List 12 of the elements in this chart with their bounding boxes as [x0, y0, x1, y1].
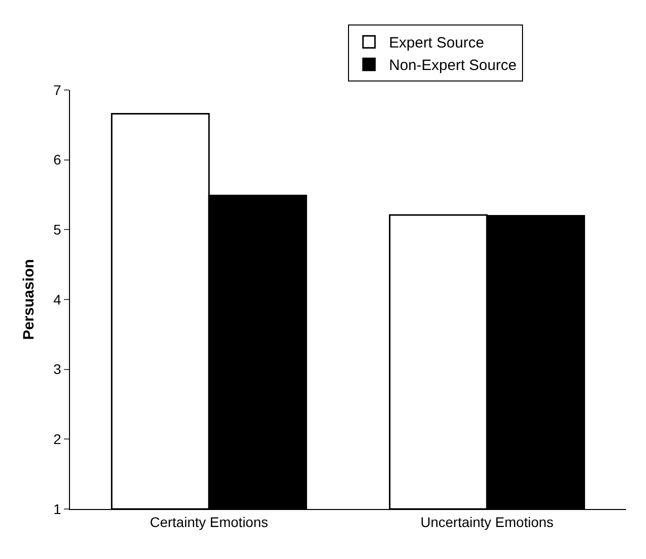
legend-label: Non-Expert Source: [389, 57, 517, 74]
y-tick-label: 5: [53, 222, 62, 238]
y-tick-label: 6: [53, 152, 62, 168]
y-tick-label: 4: [53, 291, 62, 308]
y-tick-label: 3: [53, 361, 62, 378]
legend-label: Expert Source: [389, 34, 484, 52]
y-tick-label: 7: [53, 82, 62, 98]
y-tick-label: 2: [53, 431, 62, 448]
x-tick-label: Uncertainty Emotions: [420, 514, 554, 530]
y-axis-title: Persuasion: [20, 259, 38, 340]
y-tick-label: 1: [53, 500, 62, 517]
x-tick-label: Certainty Emotions: [150, 514, 268, 530]
